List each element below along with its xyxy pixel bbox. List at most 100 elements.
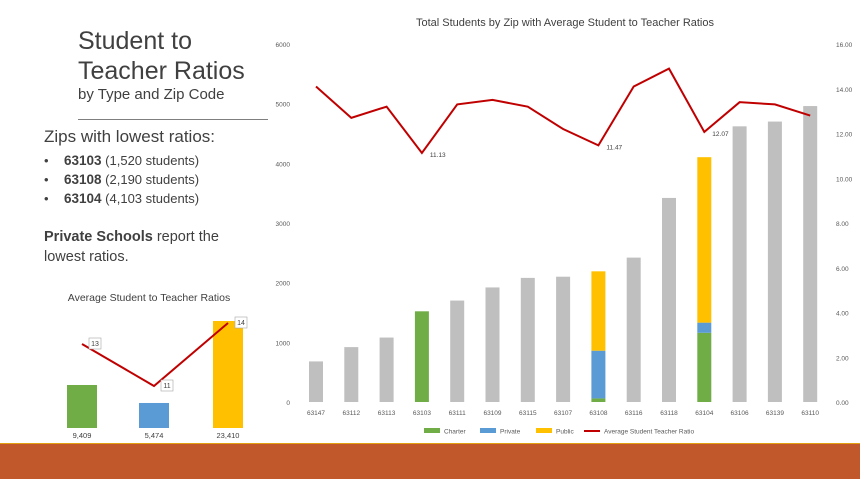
ratio-label-box (88, 337, 102, 350)
x-axis-zip-label: 63115 (519, 410, 537, 417)
y-axis-left-tick: 1000 (276, 340, 291, 347)
total-students-bar (344, 347, 359, 402)
y-axis-right-tick: 0.00 (836, 400, 849, 407)
ratio-label-box (234, 316, 248, 329)
ratio-annotation: 12.07 (712, 131, 729, 138)
y-axis-right-tick: 2.00 (836, 355, 849, 362)
zip-list-item: • 63108 (2,190 students) (44, 170, 264, 189)
ratio-value-label: 11 (163, 383, 170, 390)
private-bar (697, 322, 712, 333)
charter-bar (697, 332, 712, 402)
private-bar (591, 350, 606, 399)
students-by-zip-chart: Total Students by Zip with Average Stude… (276, 17, 853, 436)
zip-students: (1,520 students) (105, 153, 200, 168)
zip-code: 63104 (64, 191, 102, 206)
charter-bar (591, 398, 606, 402)
total-students-bar (450, 300, 465, 402)
x-axis-zip-label: 63118 (660, 410, 678, 417)
x-axis-zip-label: 63116 (625, 410, 643, 417)
ratio-value-label: 14 (237, 320, 245, 327)
legend-swatch (424, 428, 440, 433)
title-line-1: Student to (78, 27, 192, 55)
y-axis-left-tick: 6000 (276, 42, 291, 49)
bullet: • (44, 153, 49, 168)
x-axis-zip-label: 63111 (449, 410, 466, 417)
avg-ratio-bar (139, 402, 169, 428)
y-axis-right-tick: 14.00 (836, 87, 853, 94)
x-axis-zip-label: 63108 (589, 410, 607, 417)
zip-students: (4,103 students) (105, 191, 200, 206)
title-line-2: Teacher Ratios (78, 57, 245, 85)
total-students-bar (379, 337, 394, 402)
private-schools-label: Private Schools (44, 229, 153, 245)
x-axis-zip-label: 63109 (483, 410, 501, 417)
y-axis-left-tick: 5000 (276, 102, 291, 109)
title-divider (78, 119, 268, 120)
x-axis-zip-label: 63113 (378, 410, 396, 417)
x-axis-zip-label: 63104 (695, 410, 713, 417)
zip-list-item: • 63103 (1,520 students) (44, 151, 264, 170)
zip-code: 63103 (64, 153, 102, 168)
total-students-bar (556, 276, 571, 402)
y-axis-left-tick: 0 (286, 400, 290, 407)
total-students-bar (309, 361, 323, 402)
avg-ratio-line (315, 67, 811, 155)
total-students-bar (626, 257, 641, 402)
private-schools-note: Private Schools report the lowest ratios… (44, 227, 264, 267)
avg-ratio-bar (67, 384, 97, 428)
big-chart-title: Total Students by Zip with Average Stude… (416, 17, 714, 29)
ratio-line (81, 322, 229, 388)
x-axis-zip-label: 63112 (343, 410, 361, 417)
legend-label: Public (556, 429, 574, 436)
x-axis-zip-label: 63103 (413, 410, 431, 417)
y-axis-right-tick: 16.00 (836, 42, 853, 49)
bullet: • (44, 172, 49, 187)
y-axis-left-tick: 3000 (276, 221, 291, 228)
legend-label: Charter (444, 429, 467, 436)
avg-ratio-bar (213, 321, 243, 428)
y-axis-right-tick: 8.00 (836, 221, 849, 228)
total-students-bar (520, 277, 535, 402)
y-axis-left-tick: 4000 (276, 161, 291, 168)
bar-value-label: 5,474 (145, 431, 164, 440)
ratio-annotation: 11.47 (606, 144, 622, 151)
y-axis-right-tick: 4.00 (836, 311, 849, 318)
x-axis-zip-label: 63107 (554, 410, 572, 417)
y-axis-right-tick: 12.00 (836, 132, 853, 139)
ratio-annotation: 11.13 (430, 152, 446, 159)
small-chart-title: Average Student to Teacher Ratios (68, 292, 230, 304)
bullet: • (44, 191, 49, 206)
footer-band (0, 444, 860, 479)
charter-bar (414, 311, 429, 402)
bar-value-label: 9,409 (73, 431, 92, 440)
zip-code: 63108 (64, 172, 102, 187)
legend-label: Private (500, 429, 521, 436)
legend-swatch (536, 428, 552, 433)
zip-list-item: • 63104 (4,103 students) (44, 189, 264, 208)
public-bar (591, 271, 606, 351)
x-axis-zip-label: 63110 (801, 410, 819, 417)
total-students-bar (662, 197, 676, 402)
total-students-bar (485, 287, 500, 402)
zip-students: (2,190 students) (105, 172, 200, 187)
y-axis-right-tick: 10.00 (836, 176, 853, 183)
total-students-bar (803, 106, 818, 402)
ratio-value-label: 13 (91, 341, 99, 348)
total-students-bar (767, 121, 782, 403)
slide-title: Student to Teacher Ratios by Type and Zi… (78, 26, 278, 103)
average-ratio-chart: Average Student to Teacher Ratios 9,409 5… (67, 292, 248, 440)
x-axis-zip-label: 63106 (731, 410, 749, 417)
zip-list: • 63103 (1,520 students) • 63108 (2,190 st… (44, 151, 264, 208)
bar-value-label: 23,410 (217, 431, 240, 440)
ratio-label-box (160, 379, 174, 392)
lowest-ratio-zips: Zips with lowest ratios: • 63103 (1,520 s… (44, 127, 264, 208)
zips-heading: Zips with lowest ratios: (44, 127, 215, 146)
total-students-bar (732, 126, 747, 402)
x-axis-zip-label: 63139 (766, 410, 784, 417)
public-bar (697, 157, 712, 323)
y-axis-right-tick: 6.00 (836, 266, 849, 273)
x-axis-zip-label: 63147 (307, 410, 325, 417)
legend-swatch (480, 428, 496, 433)
private-schools-text: report the lowest ratios. (44, 229, 219, 265)
slide-subtitle: by Type and Zip Code (78, 86, 225, 103)
